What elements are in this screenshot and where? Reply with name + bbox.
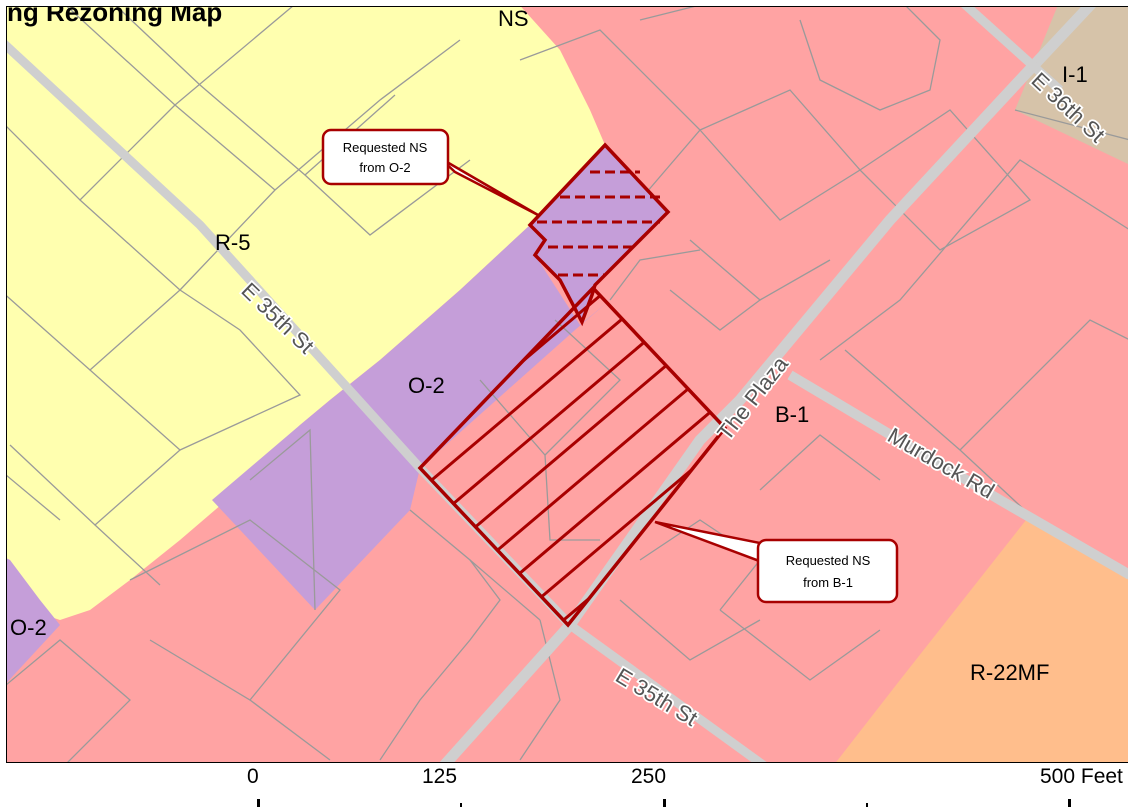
callout-from-b1[interactable]: Requested NS from B-1 [654, 520, 899, 604]
zone-label-o2-left: O-2 [10, 615, 47, 640]
zone-label-o2: O-2 [408, 373, 445, 398]
zone-label-r5: R-5 [215, 230, 250, 255]
map-title: ng Rezoning Map [7, 7, 223, 27]
scale-bar: 0 125 250 500 Feet [0, 763, 1128, 807]
zone-label-i1: I-1 [1062, 62, 1088, 87]
map-frame[interactable]: R-5 O-2 O-2 B-1 I-1 R-22MF NS E 35th St … [7, 7, 1128, 763]
o2-left-zone-area [7, 558, 60, 683]
scale-tick-125 [460, 803, 462, 807]
scale-tick-0 [257, 799, 260, 807]
r5-zone-area [7, 7, 605, 620]
scale-tick-500 [1068, 799, 1071, 807]
callout-from-b1-line1: Requested NS [786, 553, 871, 568]
o2-zone-area [212, 145, 660, 610]
request-area-from-o2 [527, 142, 671, 327]
r22mf-zone-area [835, 515, 1128, 763]
zone-label-r22mf: R-22MF [970, 660, 1049, 685]
murdock-rd-road [787, 370, 1128, 580]
scale-tick-375 [866, 803, 868, 807]
callout-from-o2[interactable]: Requested NS from O-2 [321, 128, 539, 217]
scale-label-0: 0 [247, 765, 259, 788]
i1-zone-area [1015, 7, 1128, 165]
scale-label-250: 250 [631, 765, 667, 788]
zone-label-ns: NS [498, 7, 529, 31]
zone-label-b1: B-1 [775, 402, 809, 427]
scale-label-125: 125 [422, 765, 458, 788]
parcel-lines [7, 7, 1128, 763]
callout-from-b1-line2: from B-1 [803, 575, 853, 590]
callout-from-o2-line2: from O-2 [359, 160, 410, 175]
scale-tick-250 [663, 799, 666, 807]
callout-from-o2-line1: Requested NS [343, 140, 428, 155]
scale-label-500: 500 Feet [1040, 765, 1123, 788]
e36th-st-road [961, 7, 1064, 94]
